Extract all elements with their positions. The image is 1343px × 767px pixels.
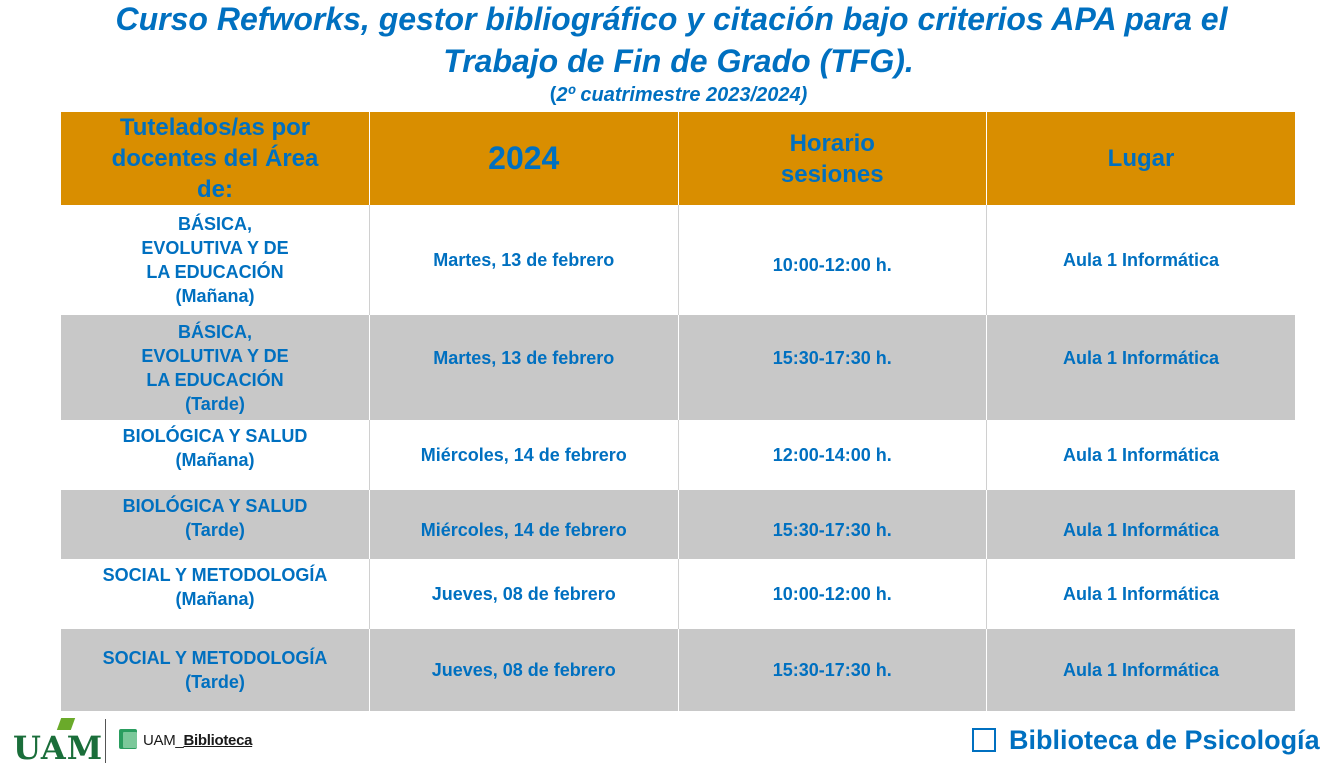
logo-divider	[105, 719, 106, 763]
title-paren: (	[549, 84, 557, 106]
cell-place: Aula 1 Informática	[986, 629, 1295, 711]
cell-date: Jueves, 08 de febrero	[369, 629, 678, 711]
table-header-row: Tutelados/as por docentes del Área de: 2…	[61, 112, 1295, 205]
cell-time: 12:00-14:00 h.	[677, 420, 987, 490]
cell-area: SOCIAL Y METODOLOGÍA (Tarde)	[61, 629, 370, 711]
library-prefix: UAM_	[143, 732, 184, 749]
header-year: 2024	[369, 112, 678, 205]
cell-place: Aula 1 Informática	[986, 205, 1295, 315]
table-row: BÁSICA, EVOLUTIVA Y DE LA EDUCACIÓN (Tar…	[61, 315, 1295, 420]
uam-biblioteca-logo: UAM_Biblioteca	[143, 732, 252, 749]
cell-place: Aula 1 Informática	[986, 490, 1295, 559]
table-row: BÁSICA, EVOLUTIVA Y DE LA EDUCACIÓN (Mañ…	[61, 205, 1295, 315]
biblioteca-label: Biblioteca de Psicología	[1009, 725, 1320, 755]
header-area: Tutelados/as por docentes del Área de:	[61, 112, 370, 205]
table-row: SOCIAL Y METODOLOGÍA (Tarde) Jueves, 08 …	[61, 629, 1295, 711]
library-name: Biblioteca	[183, 732, 253, 749]
cell-area: BÁSICA, EVOLUTIVA Y DE LA EDUCACIÓN (Tar…	[61, 315, 370, 420]
cell-place: Aula 1 Informática	[986, 559, 1295, 629]
title-line-1: Curso Refworks, gestor bibliográfico y c…	[115, 1, 1228, 37]
cell-area: BÁSICA, EVOLUTIVA Y DE LA EDUCACIÓN (Mañ…	[61, 205, 370, 315]
cell-place: Aula 1 Informática	[986, 420, 1295, 490]
table-row: BIOLÓGICA Y SALUD (Tarde) Miércoles, 14 …	[61, 490, 1295, 559]
cell-time: 15:30-17:30 h.	[677, 629, 987, 711]
schedule-table: Tutelados/as por docentes del Área de: 2…	[61, 112, 1295, 711]
cell-date: Miércoles, 14 de febrero	[369, 490, 678, 559]
cell-time: 15:30-17:30 h.	[677, 315, 987, 420]
cell-date: Jueves, 08 de febrero	[369, 559, 678, 629]
area-text: BÁSICA, EVOLUTIVA Y DE LA EDUCACIÓN (Tar…	[141, 321, 289, 414]
table-row: BIOLÓGICA Y SALUD (Mañana) Miércoles, 14…	[61, 420, 1295, 490]
checkbox-square-icon	[972, 728, 996, 752]
cell-time: 10:00-12:00 h.	[677, 559, 987, 629]
cell-date: Martes, 13 de febrero	[369, 315, 678, 420]
title-line-2: Trabajo de Fin de Grado (TFG).	[443, 43, 914, 79]
area-text: BÁSICA, EVOLUTIVA Y DE LA EDUCACIÓN (Mañ…	[141, 214, 289, 306]
cell-date: Miércoles, 14 de febrero	[369, 420, 678, 490]
area-text: BIOLÓGICA Y SALUD (Mañana)	[122, 426, 308, 470]
header-place: Lugar	[986, 112, 1295, 205]
cell-place: Aula 1 Informática	[986, 315, 1295, 420]
table-row: SOCIAL Y METODOLOGÍA (Mañana) Jueves, 08…	[61, 559, 1295, 629]
cell-time: 10:00-12:00 h.	[677, 205, 987, 315]
area-text: SOCIAL Y METODOLOGÍA (Mañana)	[102, 565, 328, 609]
cell-time: 15:30-17:30 h.	[677, 490, 987, 559]
cell-area: SOCIAL Y METODOLOGÍA (Mañana)	[61, 559, 370, 629]
header-time: Horario sesiones	[677, 112, 987, 205]
library-book-icon	[119, 729, 137, 749]
title-line-3: (2º cuatrimestre 2023/2024)	[0, 82, 1343, 108]
area-text: BIOLÓGICA Y SALUD (Tarde)	[122, 496, 308, 540]
uam-logo: UAM	[13, 729, 104, 767]
cell-area: BIOLÓGICA Y SALUD (Tarde)	[61, 490, 370, 559]
cell-date: Martes, 13 de febrero	[369, 205, 678, 315]
area-text: SOCIAL Y METODOLOGÍA (Tarde)	[102, 648, 328, 692]
title-semester: 2º cuatrimestre 2023/2024)	[556, 84, 808, 106]
cell-area: BIOLÓGICA Y SALUD (Mañana)	[61, 420, 370, 490]
